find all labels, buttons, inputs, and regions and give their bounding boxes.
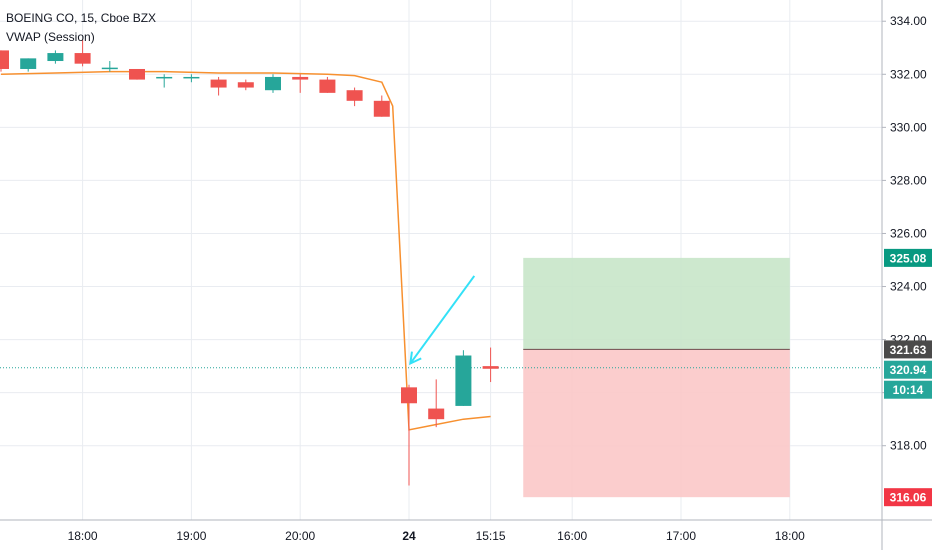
loss-zone[interactable]	[523, 349, 790, 498]
stop-price-tag: 316.06	[890, 491, 927, 505]
stop-price-tag-bg	[884, 488, 932, 507]
time-tick-label: 16:00	[557, 529, 587, 543]
candle-body[interactable]	[373, 100, 390, 117]
indicator-title[interactable]: VWAP (Session)	[6, 30, 95, 44]
candle-body[interactable]	[346, 90, 363, 101]
price-tick-label: 328.00	[890, 173, 927, 187]
candle-body[interactable]	[210, 79, 227, 88]
target-price-tag-bg	[884, 248, 932, 267]
last-price-tag: 320.94	[890, 363, 927, 377]
candle-body[interactable]	[156, 76, 173, 79]
candle-body[interactable]	[0, 50, 9, 69]
bar-countdown-tag: 10:14	[893, 383, 924, 397]
candle-body[interactable]	[74, 53, 91, 64]
candle-body[interactable]	[237, 82, 254, 88]
price-tags: 325.08 316.06 321.63 320.94 10:14	[884, 248, 932, 507]
time-tick-label: 18:00	[775, 529, 805, 543]
candle-body[interactable]	[129, 68, 145, 80]
candle-body[interactable]	[292, 76, 309, 80]
price-tick-label: 332.00	[890, 67, 927, 81]
time-tick-label: 18:00	[68, 529, 98, 543]
entry-price-tag-bg	[884, 340, 932, 359]
candle-body[interactable]	[20, 58, 37, 69]
time-tick-label: 19:00	[176, 529, 206, 543]
arrow-head-icon[interactable]	[409, 351, 422, 366]
candle-body[interactable]	[47, 53, 64, 62]
symbol-title[interactable]: BOEING CO, 15, Cboe BZX	[6, 11, 157, 25]
price-tick-label: 334.00	[890, 14, 927, 28]
target-price-tag: 325.08	[890, 251, 927, 265]
candle-body[interactable]	[455, 355, 472, 406]
candle-body[interactable]	[482, 366, 499, 369]
vwap-line[interactable]	[0, 70, 491, 431]
price-tick-label: 324.00	[890, 280, 927, 294]
entry-price-tag: 321.63	[890, 343, 927, 357]
long-position-tool[interactable]	[0, 257, 882, 498]
candle-body[interactable]	[265, 76, 281, 91]
time-tick-label: 17:00	[666, 529, 696, 543]
price-tick-label: 326.00	[890, 226, 927, 240]
last-price-tag-bg	[884, 360, 932, 379]
drawings[interactable]	[409, 275, 476, 366]
price-tick-label: 330.00	[890, 120, 927, 134]
candle-body[interactable]	[101, 67, 118, 70]
arrow-shaft[interactable]	[409, 275, 476, 365]
time-tick-label: 20:00	[285, 529, 315, 543]
bar-countdown-tag-bg	[884, 380, 932, 399]
candle-body[interactable]	[183, 76, 200, 79]
time-tick-label: 24	[402, 529, 416, 543]
candlestick-series[interactable]	[0, 39, 499, 486]
candle-body[interactable]	[401, 387, 417, 404]
vwap-series[interactable]	[0, 70, 491, 431]
candle-body[interactable]	[428, 408, 445, 420]
chart-legend[interactable]: BOEING CO, 15, Cboe BZX VWAP (Session)	[6, 9, 156, 47]
candle-body[interactable]	[319, 79, 336, 93]
profit-zone[interactable]	[523, 257, 790, 350]
price-tick-label: 318.00	[890, 439, 927, 453]
time-tick-label: 15:15	[476, 529, 506, 543]
